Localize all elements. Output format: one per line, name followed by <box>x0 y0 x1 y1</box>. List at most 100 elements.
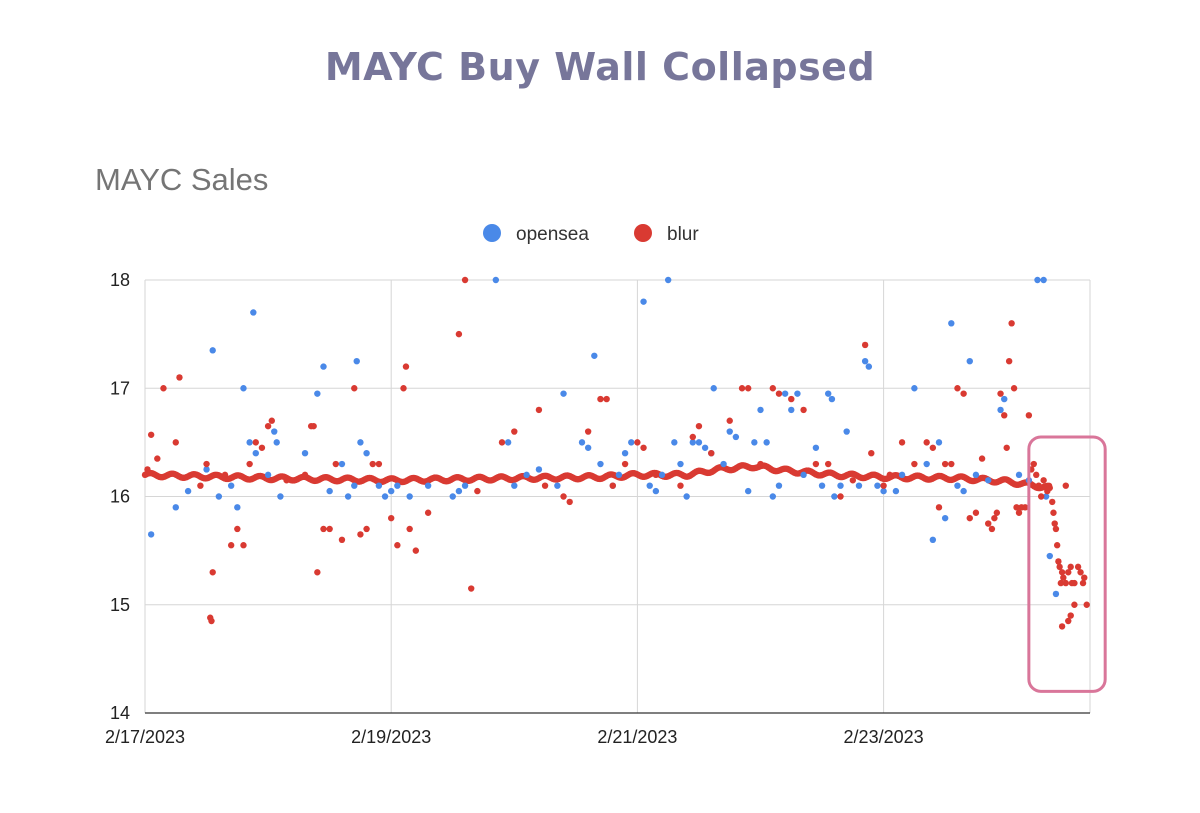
blur-point <box>744 385 752 392</box>
blur-point <box>474 487 481 495</box>
blur-point <box>1021 504 1029 511</box>
blur-point <box>677 482 684 489</box>
blur-point <box>825 460 832 468</box>
opensea-point <box>1052 590 1060 598</box>
opensea-point <box>615 471 623 479</box>
opensea-point <box>695 439 703 446</box>
opensea-point <box>357 439 364 446</box>
blur-point <box>985 520 992 527</box>
opensea-point <box>726 428 733 435</box>
blur-point <box>1056 563 1063 571</box>
blur-point <box>541 482 549 489</box>
blur-point <box>695 422 703 430</box>
legend-label-opensea: opensea <box>516 224 589 245</box>
opensea-point <box>837 482 844 489</box>
legend-marker-opensea <box>483 224 501 242</box>
opensea-point <box>775 482 783 489</box>
opensea-point <box>960 487 967 495</box>
blur-point <box>978 455 986 462</box>
blur-point <box>640 444 647 451</box>
data-points <box>141 276 1090 630</box>
blur-point <box>1074 563 1082 571</box>
blur-point <box>234 525 241 533</box>
blur-point <box>849 477 857 484</box>
opensea-point <box>948 320 955 327</box>
opensea-point <box>353 357 360 365</box>
y-tick-label: 17 <box>110 378 130 398</box>
blur-point <box>320 525 327 533</box>
blur-point <box>1003 444 1010 451</box>
opensea-point <box>843 428 850 435</box>
opensea-point <box>710 385 717 392</box>
blur-point <box>147 431 155 438</box>
blur-point <box>154 455 161 462</box>
blur-point <box>775 390 783 397</box>
opensea-point <box>818 482 826 489</box>
blur-point <box>812 460 820 468</box>
opensea-point <box>147 531 155 538</box>
opensea-point <box>658 471 666 479</box>
opensea-point <box>972 471 980 479</box>
blur-point <box>455 330 463 338</box>
opensea-point <box>277 493 284 500</box>
blur-point <box>369 460 376 468</box>
blur-point <box>738 385 746 392</box>
opensea-point <box>1015 471 1023 479</box>
opensea-point <box>966 357 973 365</box>
opensea-point <box>351 482 358 489</box>
blur-point <box>837 493 844 500</box>
opensea-point <box>874 482 881 489</box>
blur-point <box>209 569 216 576</box>
blur-point <box>868 450 875 457</box>
blur-point <box>1057 579 1065 587</box>
opensea-point <box>597 460 604 468</box>
blur-point <box>221 471 229 479</box>
blur-point <box>726 417 733 424</box>
opensea-point <box>935 439 943 446</box>
blur-point <box>1062 482 1069 489</box>
blur-point <box>402 363 410 370</box>
legend-label-blur: blur <box>667 224 699 245</box>
blur-point <box>1083 601 1090 608</box>
opensea-point <box>320 363 327 370</box>
blur-point <box>935 504 943 511</box>
y-tick-label: 18 <box>110 270 130 290</box>
opensea-point <box>652 487 660 495</box>
blur-point <box>769 385 777 392</box>
opensea-point <box>246 439 253 446</box>
blur-point <box>1060 574 1067 581</box>
blur-point <box>1053 542 1061 549</box>
blur-point <box>252 439 259 446</box>
highlight-box <box>1027 435 1107 693</box>
opensea-point <box>671 439 678 446</box>
blur-point <box>203 460 210 468</box>
chart-grid <box>144 279 1091 714</box>
opensea-point <box>720 460 727 468</box>
page-headline: MAYC Buy Wall Collapsed <box>324 45 876 89</box>
opensea-point <box>388 487 395 495</box>
opensea-point <box>732 433 740 441</box>
blur-point <box>886 471 893 479</box>
y-tick-label: 14 <box>110 703 130 723</box>
blur-point <box>1033 471 1040 479</box>
blur-point <box>993 509 1001 516</box>
opensea-point <box>406 493 413 500</box>
blur-point <box>948 460 955 468</box>
opensea-point <box>314 390 321 397</box>
opensea-point <box>523 471 530 479</box>
opensea-point <box>701 444 709 451</box>
opensea-point <box>800 471 807 479</box>
blur-point <box>264 422 272 430</box>
opensea-point <box>880 487 887 495</box>
opensea-point <box>751 439 758 446</box>
blur-point <box>1005 357 1013 365</box>
y-axis-ticks: 14 15 16 17 18 <box>110 270 130 723</box>
opensea-point <box>794 390 801 397</box>
blur-point <box>227 542 235 549</box>
blur-point <box>1008 320 1015 327</box>
opensea-point <box>865 363 873 370</box>
blur-point <box>941 460 949 468</box>
blur-point <box>1001 412 1008 419</box>
blur-point <box>898 439 906 446</box>
blur-point <box>338 536 346 543</box>
